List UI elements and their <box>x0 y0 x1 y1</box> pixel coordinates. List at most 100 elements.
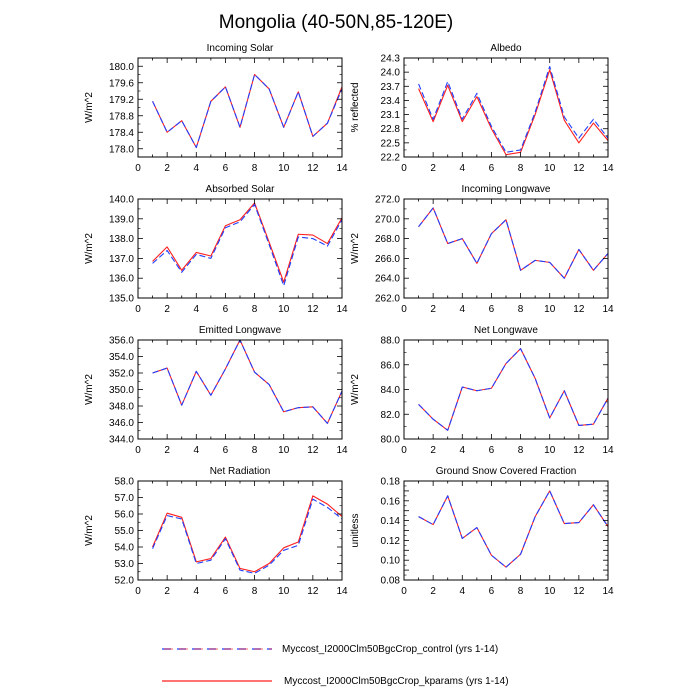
x-tick-label: 2 <box>430 304 436 315</box>
panel-title: Absorbed Solar <box>206 184 276 195</box>
series-line-kparams <box>152 340 342 424</box>
y-tick-label: 270.0 <box>375 214 400 225</box>
series-line-control <box>152 203 342 287</box>
panel-ground-snow-covered-fraction: Ground Snow Covered Fraction unitless 0 2 4 6… <box>350 466 614 597</box>
y-tick-label: 138.0 <box>109 234 134 245</box>
y-tick-label: 56.0 <box>115 510 135 521</box>
y-tick-label: 262.0 <box>375 294 400 305</box>
series-line-kparams <box>152 202 342 283</box>
series-group <box>418 207 608 279</box>
panel-title: Incoming Solar <box>207 43 274 54</box>
y-tick-label: 23.4 <box>381 96 401 107</box>
series-line-kparams <box>152 495 342 573</box>
panel-absorbed-solar: Absorbed Solar W/m^2 0 2 4 6 8 10 12 14 135.0 136.0… <box>84 184 348 315</box>
series-group <box>418 65 608 156</box>
y-tick-label: 23.7 <box>381 82 401 93</box>
y-tick-label: 268.0 <box>375 234 400 245</box>
x-tick-label: 2 <box>164 304 170 315</box>
x-tick-label: 2 <box>430 163 436 174</box>
x-tick-label: 12 <box>307 445 319 456</box>
series-group <box>418 490 608 568</box>
y-tick-label: 137.0 <box>109 254 134 265</box>
y-tick-label: 139.0 <box>109 214 134 225</box>
x-tick-label: 14 <box>336 163 348 174</box>
panel-title: Emitted Longwave <box>199 325 282 336</box>
legend-control-label: Myccost_I2000Clm50BgcCrop_control (yrs 1… <box>282 644 498 655</box>
x-tick-label: 8 <box>252 586 258 597</box>
y-tick-label: 22.8 <box>381 124 401 135</box>
y-tick-label: 0.16 <box>381 496 401 507</box>
y-tick-label: 22.5 <box>381 138 401 149</box>
panel-net-longwave: Net Longwave W/m^2 0 2 4 6 8 10 12 14 80.0 82.0 84.0… <box>350 325 614 456</box>
x-tick-label: 12 <box>573 445 585 456</box>
panel-title: Incoming Longwave <box>462 184 551 195</box>
y-tick-label: 80.0 <box>381 435 401 446</box>
y-tick-label: 58.0 <box>115 477 135 488</box>
x-tick-label: 0 <box>401 445 407 456</box>
x-tick-label: 8 <box>252 445 258 456</box>
panels: Incoming Solar W/m^2 0 2 4 6 8 10 12 14 178.0 178.4… <box>84 43 614 597</box>
x-tick-label: 14 <box>602 586 614 597</box>
x-tick-label: 6 <box>223 304 229 315</box>
x-tick-label: 12 <box>307 586 319 597</box>
x-tick-label: 12 <box>573 586 585 597</box>
figure-title: Mongolia (40-50N,85-120E) <box>219 12 453 33</box>
legend-kparams-label: Myccost_I2000Clm50BgcCrop_kparams (yrs 1… <box>284 676 509 687</box>
plot-frame <box>137 339 343 440</box>
x-tick-label: 4 <box>194 445 200 456</box>
series-group <box>152 73 342 149</box>
panel-incoming-longwave: Incoming Longwave W/m^2 0 2 4 6 8 10 12 14 262.0 26… <box>350 184 614 315</box>
plot-frame <box>403 198 609 299</box>
x-tick-label: 0 <box>401 163 407 174</box>
y-tick-label: 0.10 <box>381 556 401 567</box>
panel-incoming-solar: Incoming Solar W/m^2 0 2 4 6 8 10 12 14 178.0 178.4… <box>84 43 348 174</box>
y-axis-label: W/m^2 <box>84 374 95 405</box>
x-tick-label: 4 <box>194 163 200 174</box>
series-line-control <box>152 498 342 574</box>
x-tick-label: 12 <box>573 163 585 174</box>
y-tick-label: 346.0 <box>109 418 134 429</box>
y-tick-label: 53.0 <box>115 559 135 570</box>
y-axis-label: W/m^2 <box>350 374 361 405</box>
series-line-control <box>152 340 342 424</box>
x-tick-label: 0 <box>401 586 407 597</box>
series-group <box>152 340 342 424</box>
panel-title: Net Radiation <box>210 466 271 477</box>
panel-albedo: Albedo % reflected 0 2 4 6 8 10 12 14 22.2 22.5 22.8… <box>350 43 614 174</box>
x-tick-label: 2 <box>164 586 170 597</box>
x-tick-label: 6 <box>223 163 229 174</box>
plot-frame <box>403 339 609 440</box>
x-tick-label: 6 <box>223 445 229 456</box>
panel-title: Ground Snow Covered Fraction <box>436 466 577 477</box>
y-tick-label: 0.08 <box>381 576 401 587</box>
x-tick-label: 10 <box>544 304 556 315</box>
series-line-kparams <box>418 348 608 431</box>
series-line-kparams <box>418 69 608 156</box>
x-tick-label: 6 <box>489 304 495 315</box>
x-tick-label: 6 <box>489 163 495 174</box>
x-tick-label: 8 <box>252 304 258 315</box>
x-tick-label: 14 <box>336 304 348 315</box>
y-tick-label: 52.0 <box>115 576 135 587</box>
x-tick-label: 14 <box>602 445 614 456</box>
y-tick-label: 348.0 <box>109 402 134 413</box>
panel-emitted-longwave: Emitted Longwave W/m^2 0 2 4 6 8 10 12 14 344.0 346… <box>84 325 348 456</box>
x-tick-label: 14 <box>602 304 614 315</box>
y-tick-label: 0.12 <box>381 536 401 547</box>
x-tick-label: 4 <box>460 304 466 315</box>
y-tick-label: 266.0 <box>375 254 400 265</box>
y-tick-label: 54.0 <box>115 543 135 554</box>
y-tick-label: 178.4 <box>109 128 134 139</box>
x-tick-label: 10 <box>278 586 290 597</box>
x-tick-label: 10 <box>278 304 290 315</box>
x-tick-label: 10 <box>278 445 290 456</box>
y-axis-label: W/m^2 <box>84 233 95 264</box>
series-line-control <box>418 65 608 153</box>
x-tick-label: 10 <box>544 163 556 174</box>
x-tick-label: 8 <box>518 445 524 456</box>
x-tick-label: 14 <box>336 586 348 597</box>
y-axis-label: unitless <box>350 514 361 548</box>
x-tick-label: 2 <box>430 586 436 597</box>
x-tick-label: 0 <box>401 304 407 315</box>
